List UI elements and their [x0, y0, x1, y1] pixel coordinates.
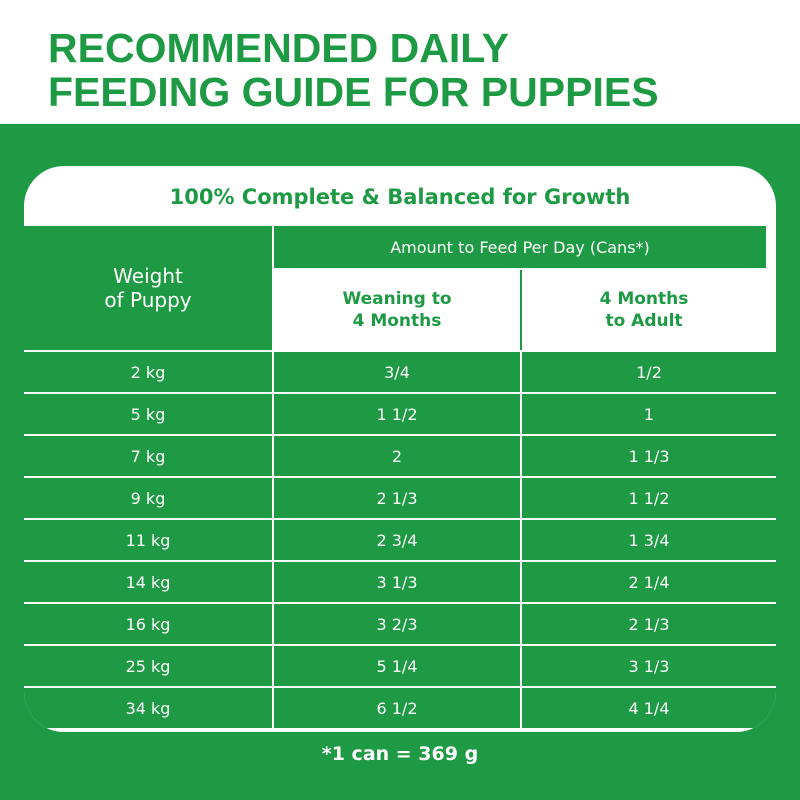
weaning-amount-cell: 2 3/4	[274, 520, 520, 560]
weight-cell: 25 kg	[24, 646, 272, 686]
table-row: 11 kg 2 3/4 1 3/4	[24, 520, 776, 560]
column-divider	[520, 270, 522, 350]
adult-amount-cell: 1	[522, 394, 776, 434]
table-row: 16 kg 3 2/3 2 1/3	[24, 604, 776, 644]
weight-header: Weight of Puppy	[24, 226, 272, 350]
weaning-amount-cell: 3 2/3	[274, 604, 520, 644]
table-row: 9 kg 2 1/3 1 1/2	[24, 478, 776, 518]
weight-header-line-1: Weight	[113, 264, 183, 288]
feeding-guide-panel: 100% Complete & Balanced for Growth Weig…	[24, 166, 776, 732]
amount-header: Amount to Feed Per Day (Cans*)	[274, 226, 766, 268]
adult-amount-cell: 2 1/3	[522, 604, 776, 644]
can-size-footnote: *1 can = 369 g	[321, 743, 479, 765]
adult-header-line-2: to Adult	[605, 311, 683, 331]
table-row: 5 kg 1 1/2 1	[24, 394, 776, 434]
weaning-amount-cell: 3 1/3	[274, 562, 520, 602]
feeding-table: Weight of Puppy Amount to Feed Per Day (…	[24, 226, 776, 732]
adult-amount-cell: 1 1/2	[522, 478, 776, 518]
weight-header-line-2: of Puppy	[104, 288, 192, 312]
weight-cell: 34 kg	[24, 688, 272, 728]
adult-amount-cell: 1/2	[522, 352, 776, 392]
title-area: RECOMMENDED DAILY FEEDING GUIDE FOR PUPP…	[0, 0, 800, 124]
weight-cell: 14 kg	[24, 562, 272, 602]
adult-amount-cell: 2 1/4	[522, 562, 776, 602]
table-row: 34 kg 6 1/2 4 1/4	[24, 688, 776, 728]
weight-cell: 16 kg	[24, 604, 272, 644]
table-row: 7 kg 2 1 1/3	[24, 436, 776, 476]
weaning-header-line-1: Weaning to	[342, 289, 452, 309]
weaning-column-header: Weaning to 4 Months	[274, 270, 520, 350]
weight-cell: 9 kg	[24, 478, 272, 518]
table-row: 14 kg 3 1/3 2 1/4	[24, 562, 776, 602]
panel-heading: 100% Complete & Balanced for Growth	[169, 185, 631, 209]
weaning-header-line-2: 4 Months	[352, 311, 442, 331]
weaning-amount-cell: 2	[274, 436, 520, 476]
weight-cell: 7 kg	[24, 436, 272, 476]
title-line-1: RECOMMENDED DAILY	[48, 25, 509, 71]
weaning-amount-cell: 3/4	[274, 352, 520, 392]
adult-column-header: 4 Months to Adult	[522, 270, 766, 350]
adult-amount-cell: 1 3/4	[522, 520, 776, 560]
weight-cell: 2 kg	[24, 352, 272, 392]
adult-amount-cell: 4 1/4	[522, 688, 776, 728]
weaning-amount-cell: 1 1/2	[274, 394, 520, 434]
adult-amount-cell: 3 1/3	[522, 646, 776, 686]
weight-cell: 5 kg	[24, 394, 272, 434]
table-row: 2 kg 3/4 1/2	[24, 352, 776, 392]
weight-cell: 11 kg	[24, 520, 272, 560]
table-row: 25 kg 5 1/4 3 1/3	[24, 646, 776, 686]
adult-amount-cell: 1 1/3	[522, 436, 776, 476]
adult-header-line-1: 4 Months	[599, 289, 689, 309]
weaning-amount-cell: 6 1/2	[274, 688, 520, 728]
weaning-amount-cell: 5 1/4	[274, 646, 520, 686]
weaning-amount-cell: 2 1/3	[274, 478, 520, 518]
title-line-2: FEEDING GUIDE FOR PUPPIES	[48, 69, 659, 115]
